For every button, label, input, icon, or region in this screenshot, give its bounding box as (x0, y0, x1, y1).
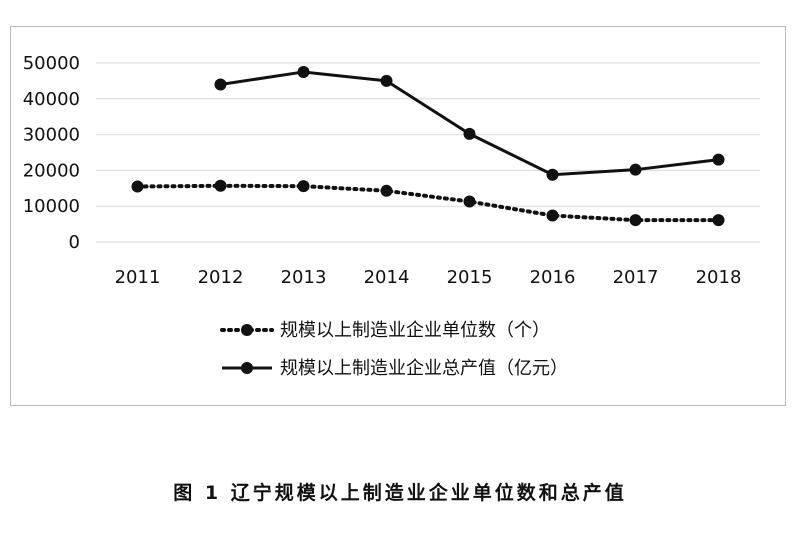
legend-swatch-marker (241, 324, 253, 336)
x-tick-label: 2017 (613, 267, 659, 288)
data-point (297, 65, 310, 78)
data-point (214, 179, 227, 192)
legend-label: 规模以上制造业企业单位数（个） (280, 320, 550, 341)
legend-label: 规模以上制造业企业总产值（亿元） (280, 358, 568, 379)
x-tick-label: 2015 (447, 267, 493, 288)
series-line-1 (135, 183, 721, 223)
legend-item-2: 规模以上制造业企业总产值（亿元） (222, 358, 568, 379)
data-point (629, 214, 642, 227)
data-point (712, 153, 725, 166)
y-axis-tick-labels: 0 10000 20000 30000 40000 50000 (23, 53, 80, 253)
x-tick-label: 2012 (198, 267, 244, 288)
x-axis-tick-labels: 2011 2012 2013 2014 2015 2016 2017 2018 (115, 267, 742, 288)
data-point (546, 168, 559, 181)
x-tick-label: 2014 (364, 267, 410, 288)
legend-swatch-marker (241, 362, 253, 374)
y-tick-label: 30000 (23, 125, 80, 146)
data-point (297, 180, 310, 193)
x-tick-label: 2018 (696, 267, 742, 288)
data-point (214, 78, 227, 91)
y-tick-label: 0 (69, 232, 80, 253)
y-tick-label: 20000 (23, 160, 80, 181)
data-point (712, 214, 725, 227)
x-tick-label: 2011 (115, 267, 161, 288)
data-point (546, 209, 559, 222)
series-1 (131, 179, 725, 227)
data-point (463, 195, 476, 208)
gridlines (96, 62, 760, 243)
figure-caption: 图 1 辽宁规模以上制造业企业单位数和总产值 (173, 482, 627, 504)
x-tick-label: 2013 (281, 267, 327, 288)
x-tick-label: 2016 (530, 267, 576, 288)
legend: 规模以上制造业企业单位数（个） 规模以上制造业企业总产值（亿元） (220, 320, 568, 379)
series-line-2 (220, 70, 719, 177)
series-2 (214, 65, 725, 181)
data-point (463, 127, 476, 140)
data-point (380, 184, 393, 197)
data-point (131, 180, 144, 193)
y-tick-label: 50000 (23, 53, 80, 74)
y-tick-label: 40000 (23, 89, 80, 110)
legend-item-1: 规模以上制造业企业单位数（个） (220, 320, 550, 341)
y-tick-label: 10000 (23, 196, 80, 217)
data-point (629, 163, 642, 176)
series-layer (131, 65, 725, 227)
data-point (380, 74, 393, 87)
